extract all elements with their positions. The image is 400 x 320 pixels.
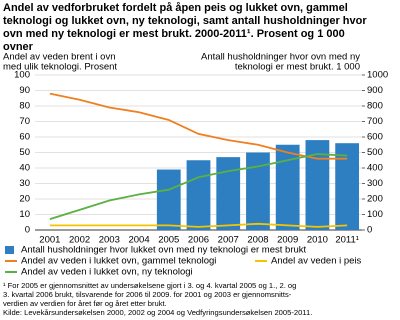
- legend-label: Antall husholdninger hvor lukket ovn med…: [21, 245, 307, 256]
- bar: [275, 144, 300, 230]
- x-tick-label: 2006: [188, 235, 209, 246]
- y2-tick-label: 500: [367, 147, 383, 158]
- x-tick-label: 2009: [277, 235, 298, 246]
- x-tick-label: 2010: [307, 235, 328, 246]
- y-tick-label: 100: [14, 70, 30, 81]
- bar: [216, 157, 241, 230]
- y2-tick-label: 700: [367, 116, 383, 127]
- bar: [305, 140, 330, 230]
- y2-tick-label: 1000: [367, 70, 388, 81]
- y2-tick-label: 900: [367, 85, 383, 96]
- line: [49, 222, 348, 228]
- y-tick-label: 70: [19, 116, 30, 127]
- x-tick-label: 2008: [247, 235, 268, 246]
- y-axis-label: med ulik teknologi. Prosent: [3, 62, 117, 73]
- x-tick-label: 2004: [128, 235, 149, 246]
- x-tick-label: 2007: [218, 235, 239, 246]
- legend-label: Andel av veden i peis: [271, 256, 362, 267]
- bar: [246, 152, 270, 230]
- source: Kilde: Levekårsundersøkelsen 2000, 2002 …: [3, 308, 312, 317]
- chart-title: teknologi og lukket ovn, ny teknologi, s…: [3, 15, 367, 27]
- chart-title: ovn med ny teknologi er mest brukt. 2000…: [3, 28, 345, 40]
- y-tick-label: 40: [19, 163, 30, 174]
- x-tick-label: 2011¹: [335, 235, 359, 246]
- x-tick-label: 2001: [39, 235, 60, 246]
- line: [49, 92, 348, 160]
- line: [49, 153, 348, 221]
- footnote: 3. kvartal 2006 brukt, tilsvarende for 2…: [3, 290, 292, 299]
- y2-tick-label: 0: [367, 225, 372, 236]
- y-tick-label: 80: [19, 101, 30, 112]
- y2-axis-label: Antall husholdninger hvor ovn med ny: [201, 52, 360, 63]
- y-tick-label: 50: [19, 147, 30, 158]
- y2-tick-label: 300: [367, 178, 383, 189]
- x-tick-label: 2003: [99, 235, 120, 246]
- x-tick-label: 2005: [158, 235, 179, 246]
- bar: [186, 160, 211, 230]
- footnote: verdien av verdien for året før og året …: [3, 299, 167, 308]
- y-tick-label: 20: [19, 194, 30, 205]
- y2-tick-label: 200: [367, 194, 383, 205]
- y-tick-label: 90: [19, 85, 30, 96]
- y-tick-label: 10: [19, 209, 30, 220]
- y2-tick-label: 600: [367, 132, 383, 143]
- legend-label: Andel av veden i lukket ovn, gammel tekn…: [21, 256, 216, 267]
- y2-tick-label: 800: [367, 101, 383, 112]
- bar: [156, 169, 181, 230]
- y-tick-label: 60: [19, 132, 30, 143]
- y2-tick-label: 400: [367, 163, 383, 174]
- chart-title: ovner: [3, 41, 34, 53]
- y2-tick-label: 100: [367, 209, 383, 220]
- legend-swatch: [5, 246, 14, 254]
- y-axis-label: Andel av veden brent i ovn: [3, 52, 116, 63]
- y-tick-label: 0: [25, 225, 30, 236]
- legend-label: Andel av veden i lukket ovn, ny teknolog…: [21, 267, 193, 278]
- chart-title: Andel av vedforbruket fordelt på åpen pe…: [3, 2, 348, 14]
- footnote: ¹ For 2005 er gjennomsnittet av undersøk…: [3, 281, 296, 290]
- x-tick-label: 2002: [69, 235, 90, 246]
- bar: [335, 143, 360, 230]
- y2-axis-label: teknologi er mest brukt. 1 000: [235, 62, 360, 73]
- y-tick-label: 30: [19, 178, 30, 189]
